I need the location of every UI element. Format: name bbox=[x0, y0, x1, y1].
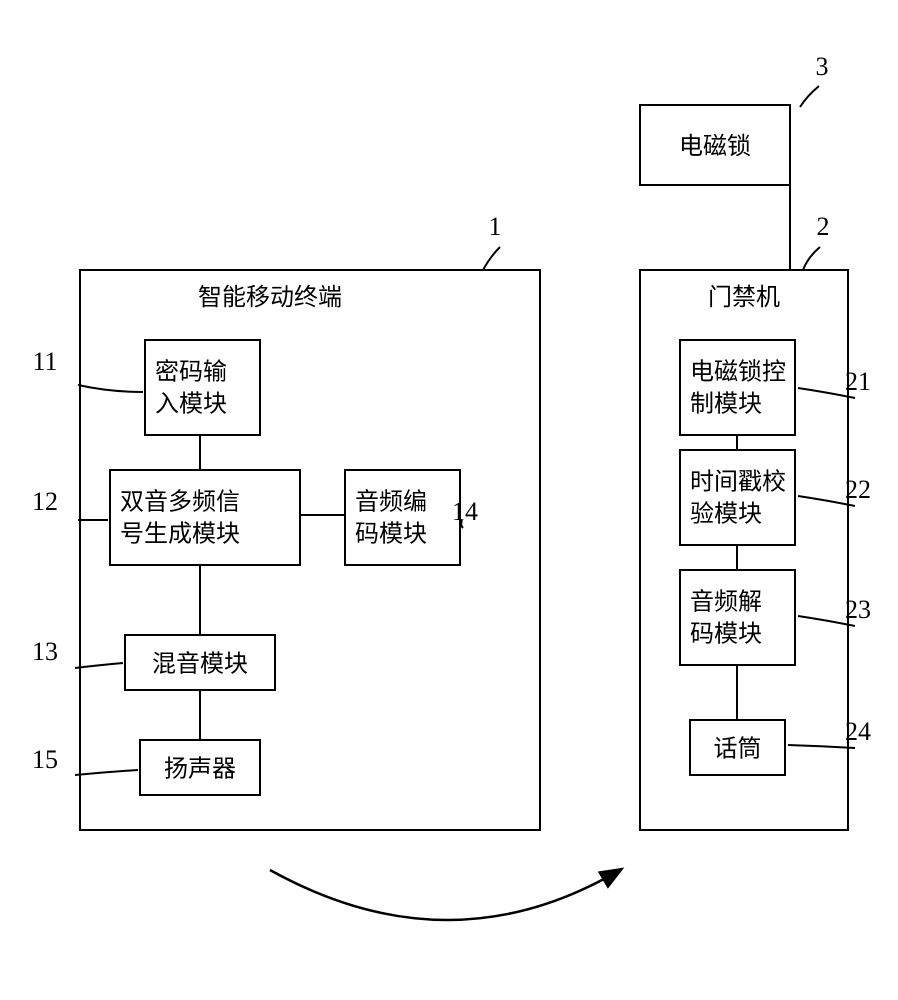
ref-num-24: 24 bbox=[845, 717, 871, 746]
module-m11-line1: 密码输 bbox=[155, 359, 227, 386]
ref-curve-2 bbox=[803, 247, 820, 270]
ref-num-3: 3 bbox=[816, 52, 829, 81]
ref-num-15: 15 bbox=[32, 745, 58, 774]
ref-curve-1 bbox=[483, 247, 500, 270]
ref-curve-13 bbox=[75, 663, 123, 668]
module-m11-line2: 入模块 bbox=[155, 391, 227, 418]
module-m22 bbox=[680, 450, 795, 545]
module-m23 bbox=[680, 570, 795, 665]
module-m22-line1: 时间戳校 bbox=[690, 469, 786, 496]
terminal-box bbox=[80, 270, 540, 830]
module-m23-line2: 码模块 bbox=[690, 621, 762, 648]
ref-num-1: 1 bbox=[489, 212, 502, 241]
lock-label: 电磁锁 bbox=[679, 133, 751, 160]
module-m24-line1: 话筒 bbox=[714, 736, 762, 763]
flow-arrow bbox=[270, 870, 620, 920]
module-m23-line1: 音频解 bbox=[690, 589, 762, 616]
ref-num-13: 13 bbox=[32, 637, 58, 666]
ref-num-11: 11 bbox=[32, 347, 57, 376]
ref-curve-3 bbox=[800, 86, 819, 107]
module-m14-line2: 码模块 bbox=[355, 521, 427, 548]
module-m14 bbox=[345, 470, 460, 565]
module-m14-line1: 音频编 bbox=[355, 489, 427, 516]
ref-num-21: 21 bbox=[845, 367, 871, 396]
module-m12 bbox=[110, 470, 300, 565]
ref-num-22: 22 bbox=[845, 475, 871, 504]
module-m21-line1: 电磁锁控 bbox=[690, 359, 786, 386]
module-m12-line2: 号生成模块 bbox=[120, 521, 240, 548]
module-m21-line2: 制模块 bbox=[690, 391, 762, 418]
ref-num-14: 14 bbox=[452, 497, 478, 526]
ref-num-12: 12 bbox=[32, 487, 58, 516]
module-m12-line1: 双音多频信 bbox=[120, 489, 240, 516]
terminal-title: 智能移动终端 bbox=[198, 284, 342, 311]
module-m15-line1: 扬声器 bbox=[164, 756, 236, 783]
ref-num-23: 23 bbox=[845, 595, 871, 624]
module-m21 bbox=[680, 340, 795, 435]
ref-curve-11 bbox=[78, 385, 143, 392]
controller-title: 门禁机 bbox=[708, 284, 780, 311]
ref-num-2: 2 bbox=[817, 212, 830, 241]
module-m22-line2: 验模块 bbox=[690, 501, 762, 528]
ref-curve-15 bbox=[75, 770, 138, 775]
module-m11 bbox=[145, 340, 260, 435]
module-m13-line1: 混音模块 bbox=[152, 651, 248, 678]
